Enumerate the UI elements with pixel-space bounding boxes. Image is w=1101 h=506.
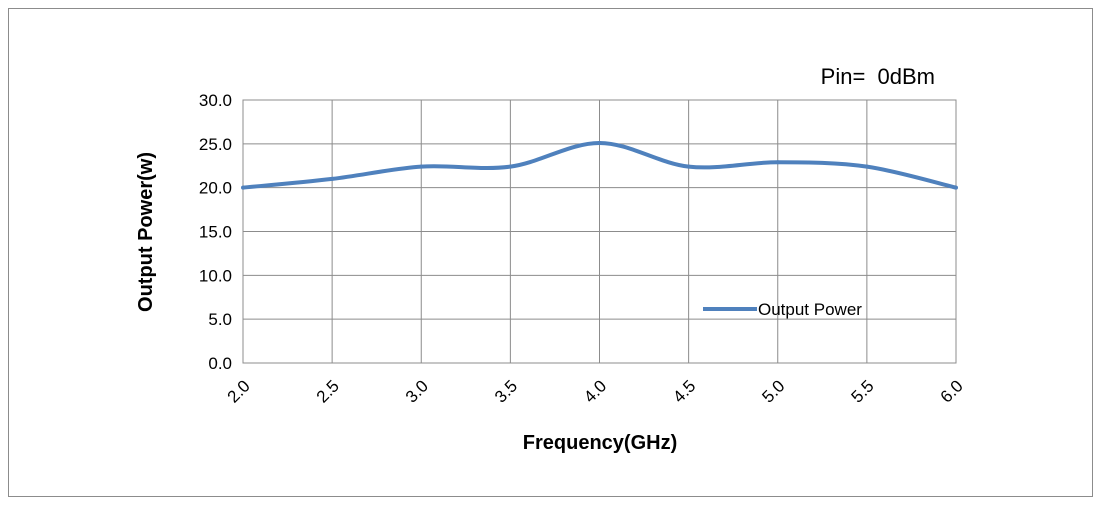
y-axis-tick-labels: 0.0 5.0 10.0 15.0 20.0 25.0 30.0 [199,91,232,373]
y-tick-label: 15.0 [199,223,232,242]
y-axis-label: Output Power(w) [135,152,157,312]
y-tick-label: 10.0 [199,266,232,285]
y-tick-label: 20.0 [199,179,232,198]
data-point [864,164,869,169]
data-point [597,140,602,145]
chart-border [8,8,1093,497]
y-tick-label: 30.0 [199,91,232,110]
data-point [954,185,958,190]
y-tick-label: 0.0 [208,354,232,373]
data-point [508,164,513,169]
legend: Output Power [703,300,862,319]
legend-label-output-power: Output Power [758,300,862,319]
data-point [419,164,424,169]
x-axis-label: Frequency(GHz) [523,432,677,454]
pin-annotation: Pin= 0dBm [821,64,935,89]
y-tick-label: 5.0 [208,310,232,329]
data-point [241,185,245,190]
y-tick-label: 25.0 [199,135,232,154]
data-point [686,164,691,169]
data-point [330,176,335,181]
series-layer [241,140,958,190]
data-point [775,160,780,165]
plot-area [242,99,957,364]
